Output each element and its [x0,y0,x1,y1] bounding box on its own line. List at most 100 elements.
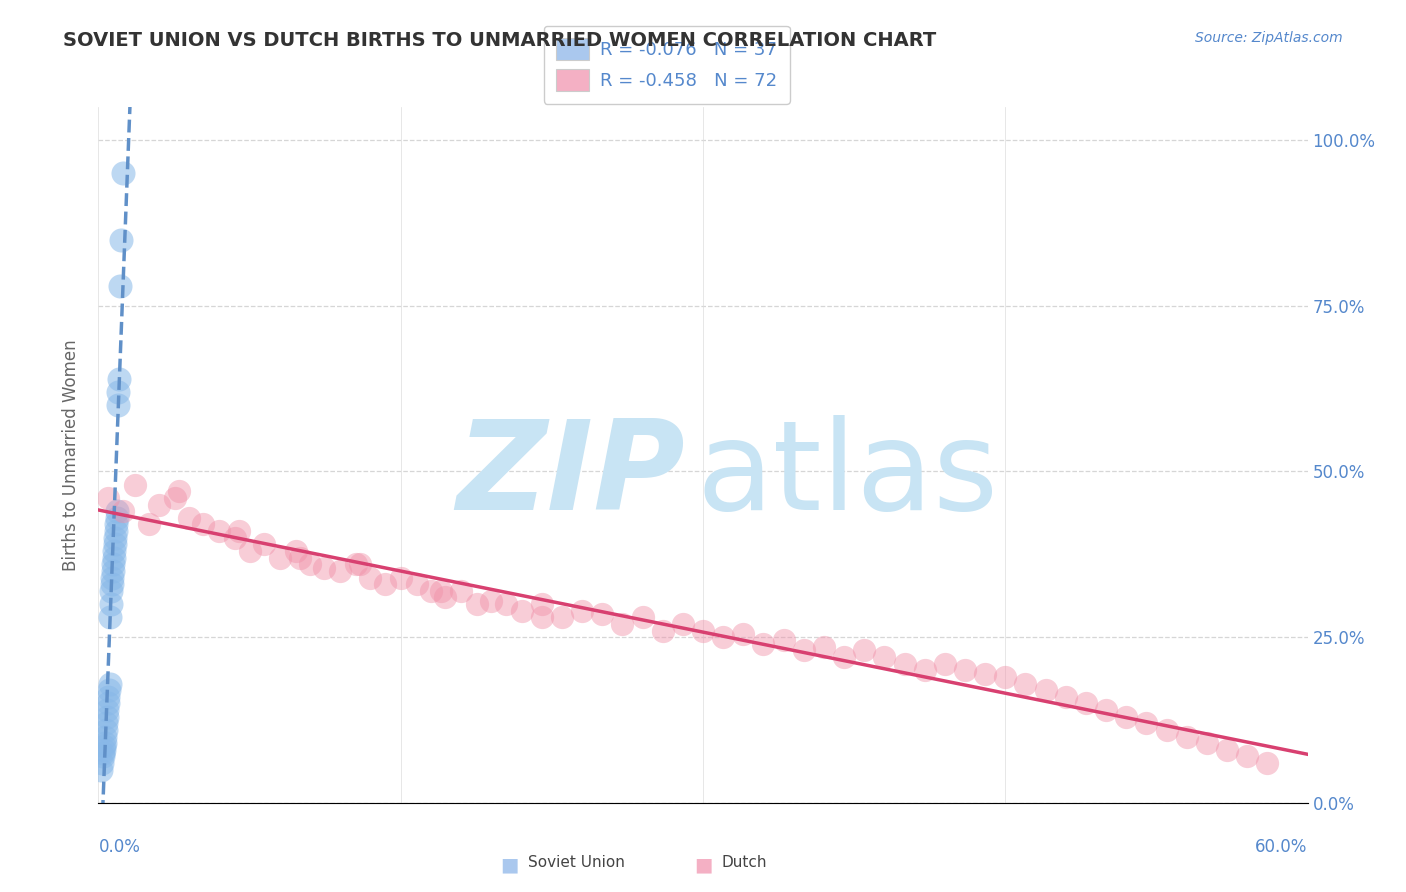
Point [93,743,115,757]
Point [974,666,997,681]
Point [103,550,125,565]
Point [752,637,775,651]
Point [1115,709,1137,723]
Point [591,607,613,621]
Point [1216,743,1239,757]
Point [91,749,114,764]
Point [405,577,427,591]
Point [314,560,336,574]
Point [96,709,118,723]
Point [97,690,120,704]
Y-axis label: Births to Unmarried Women: Births to Unmarried Women [62,339,80,571]
Point [224,531,246,545]
Point [389,570,412,584]
Point [772,633,794,648]
Point [1074,697,1097,711]
Point [430,583,453,598]
Point [111,166,134,180]
Point [994,670,1017,684]
Text: Soviet Union: Soviet Union [527,855,624,870]
Point [893,657,915,671]
Point [344,558,367,572]
Point [1236,749,1258,764]
Point [167,484,190,499]
Point [1014,676,1036,690]
Point [105,517,128,532]
Point [97,683,120,698]
Point [97,491,120,505]
Point [1095,703,1118,717]
Point [329,564,352,578]
Text: atlas: atlas [697,416,1000,536]
Point [253,537,276,551]
Point [495,597,517,611]
Point [94,730,117,744]
Point [193,517,215,532]
Point [101,558,124,572]
Point [873,650,896,665]
Point [124,477,146,491]
Point [1175,730,1198,744]
Point [612,616,634,631]
Point [110,233,132,247]
Point [288,550,311,565]
Point [1035,683,1057,698]
Point [1054,690,1077,704]
Point [103,544,125,558]
Point [94,723,117,737]
Point [93,746,115,760]
Text: Dutch: Dutch [721,855,766,870]
Point [832,650,855,665]
Point [1195,736,1218,750]
Point [551,610,574,624]
Point [163,491,186,505]
Point [107,372,129,386]
Point [813,640,835,654]
Point [148,498,170,512]
Point [510,604,533,618]
Point [571,604,593,618]
Point [90,763,112,777]
Point [711,630,734,644]
Point [1135,716,1157,731]
Point [208,524,231,538]
Point [239,544,262,558]
Point [100,597,122,611]
Point [101,564,124,578]
Point [914,663,936,677]
Text: ■: ■ [501,855,519,874]
Point [98,676,121,690]
Point [420,583,443,598]
Point [953,663,976,677]
Point [94,736,117,750]
Point [97,697,120,711]
Point [108,279,131,293]
Text: 0.0%: 0.0% [98,838,141,855]
Point [450,583,472,598]
Point [349,558,371,572]
Point [481,593,503,607]
Point [96,716,118,731]
Point [104,531,127,545]
Point [107,384,129,399]
Point [692,624,714,638]
Point [434,591,457,605]
Text: ■: ■ [693,855,713,874]
Point [105,511,128,525]
Point [733,627,755,641]
Point [374,577,396,591]
Point [103,537,125,551]
Point [631,610,654,624]
Point [100,583,122,598]
Point [651,624,673,638]
Point [101,570,124,584]
Point [299,558,322,572]
Point [793,643,815,657]
Point [1156,723,1178,737]
Point [104,524,127,538]
Point [530,597,553,611]
Text: ZIP: ZIP [456,416,685,536]
Text: SOVIET UNION VS DUTCH BIRTHS TO UNMARRIED WOMEN CORRELATION CHART: SOVIET UNION VS DUTCH BIRTHS TO UNMARRIE… [63,31,936,50]
Point [530,610,553,624]
Point [93,739,115,754]
